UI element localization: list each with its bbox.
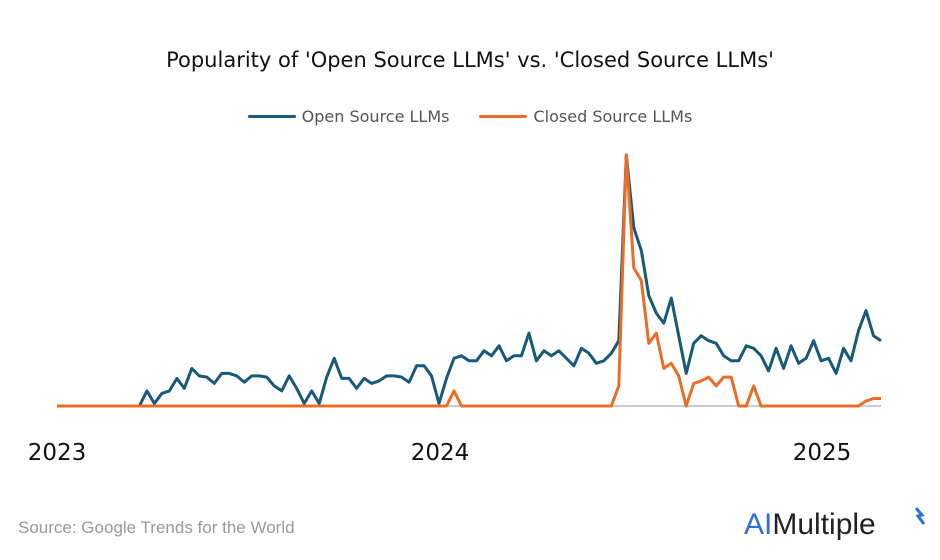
- legend-item-open-source: Open Source LLMs: [247, 107, 450, 126]
- logo-spark-icon: [914, 507, 926, 525]
- x-tick-label: 2025: [792, 440, 852, 466]
- legend-label-open-source: Open Source LLMs: [301, 107, 450, 126]
- source-note: Source: Google Trends for the World: [18, 518, 295, 537]
- chart-title: Popularity of 'Open Source LLMs' vs. 'Cl…: [166, 48, 774, 72]
- series-line-open-source: [57, 153, 882, 408]
- legend-swatch-closed-source: [479, 115, 528, 118]
- legend-swatch-open-source: [247, 115, 296, 118]
- x-tick-label: 2024: [410, 440, 470, 466]
- legend-label-closed-source: Closed Source LLMs: [533, 107, 693, 126]
- x-tick-label: 2023: [27, 440, 87, 466]
- legend: Open Source LLMs Closed Source LLMs: [0, 107, 940, 126]
- aimultiple-logo: AIMultiple: [744, 507, 926, 542]
- legend-item-closed-source: Closed Source LLMs: [479, 107, 692, 126]
- series-line-closed-source: [57, 153, 881, 408]
